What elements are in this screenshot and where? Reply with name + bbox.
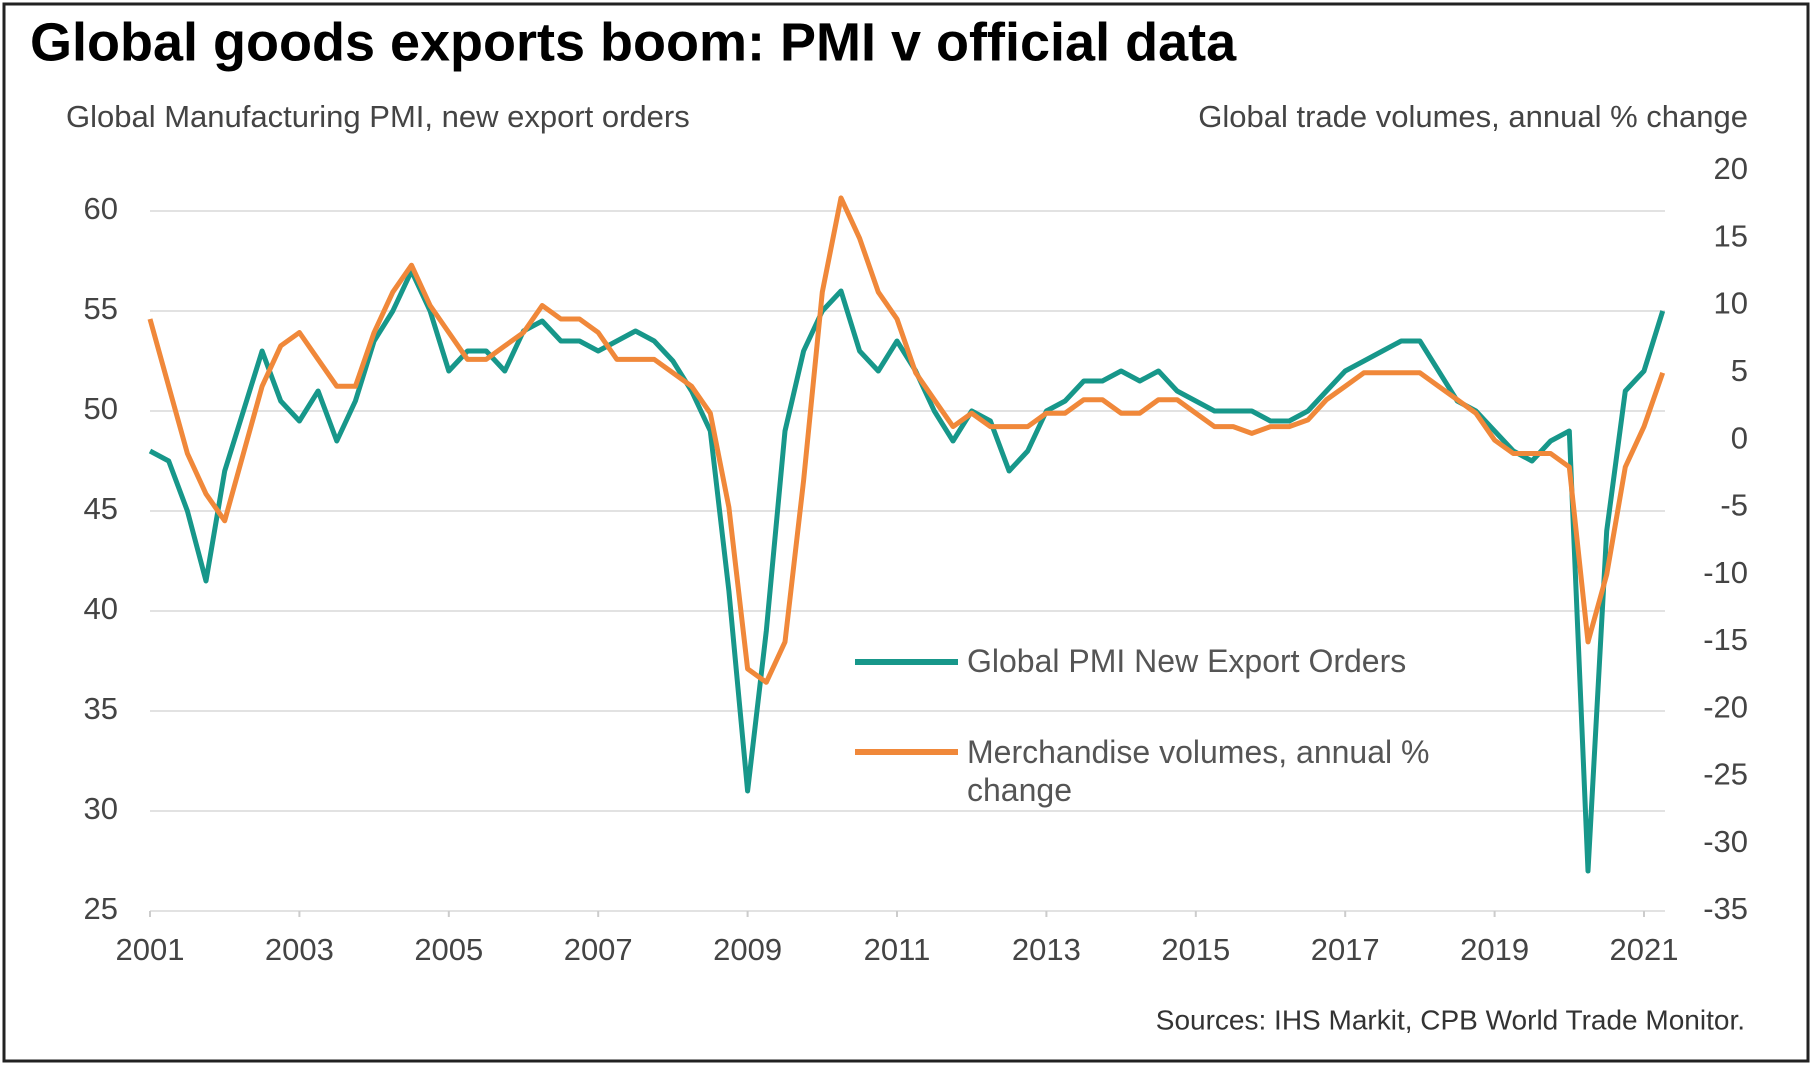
y-axis-title: Global Manufacturing PMI, new export ord…	[66, 99, 690, 134]
y-tick-label: 60	[84, 191, 118, 226]
y-tick-label: 35	[84, 691, 118, 726]
y2-tick-label: -35	[1703, 891, 1748, 926]
x-tick-label: 2015	[1161, 932, 1230, 967]
y2-tick-label: 15	[1714, 218, 1748, 253]
x-tick-label: 2019	[1460, 932, 1529, 967]
series-line	[147, 195, 1666, 685]
x-tick-label: 2017	[1311, 932, 1380, 967]
x-tick-label: 2007	[564, 932, 633, 967]
y2-tick-label: 10	[1714, 286, 1748, 321]
y2-tick-label: -15	[1703, 622, 1748, 657]
y2-tick-label: -25	[1703, 757, 1748, 792]
y-tick-label: 50	[84, 391, 118, 426]
source: Sources: IHS Markit, CPB World Trade Mon…	[1156, 1004, 1745, 1035]
y-tick-label: 45	[84, 491, 118, 526]
y2-tick-label: -10	[1703, 555, 1748, 590]
y2-tick-label: -20	[1703, 689, 1748, 724]
legend-label: Merchandise volumes, annual % change	[967, 734, 1430, 808]
y2-axis-title: Global trade volumes, annual % change	[1198, 99, 1748, 134]
x-tick-label: 2011	[864, 932, 931, 967]
y-tick-label: 40	[84, 591, 118, 626]
y-tick-label: 30	[84, 791, 118, 826]
x-tick-label: 2005	[414, 932, 483, 967]
y2-tick-label: -30	[1703, 824, 1748, 859]
x-tick-label: 2001	[116, 932, 185, 967]
y2-tick-label: 0	[1731, 420, 1748, 455]
series-line	[148, 268, 1666, 874]
x-tick-label: 2009	[713, 932, 782, 967]
x-tick-label: 2013	[1012, 932, 1081, 967]
legend-label: Global PMI New Export Orders	[967, 643, 1407, 679]
y-tick-label: 55	[84, 291, 118, 326]
y2-tick-label: 20	[1714, 151, 1748, 186]
x-tick-label: 2003	[265, 932, 334, 967]
y2-tick-label: 5	[1731, 353, 1748, 388]
chart-title: Global goods exports boom: PMI v officia…	[30, 12, 1237, 72]
y2-tick-label: -5	[1720, 488, 1748, 523]
y-tick-label: 25	[84, 891, 118, 926]
x-tick-label: 2021	[1610, 932, 1679, 967]
